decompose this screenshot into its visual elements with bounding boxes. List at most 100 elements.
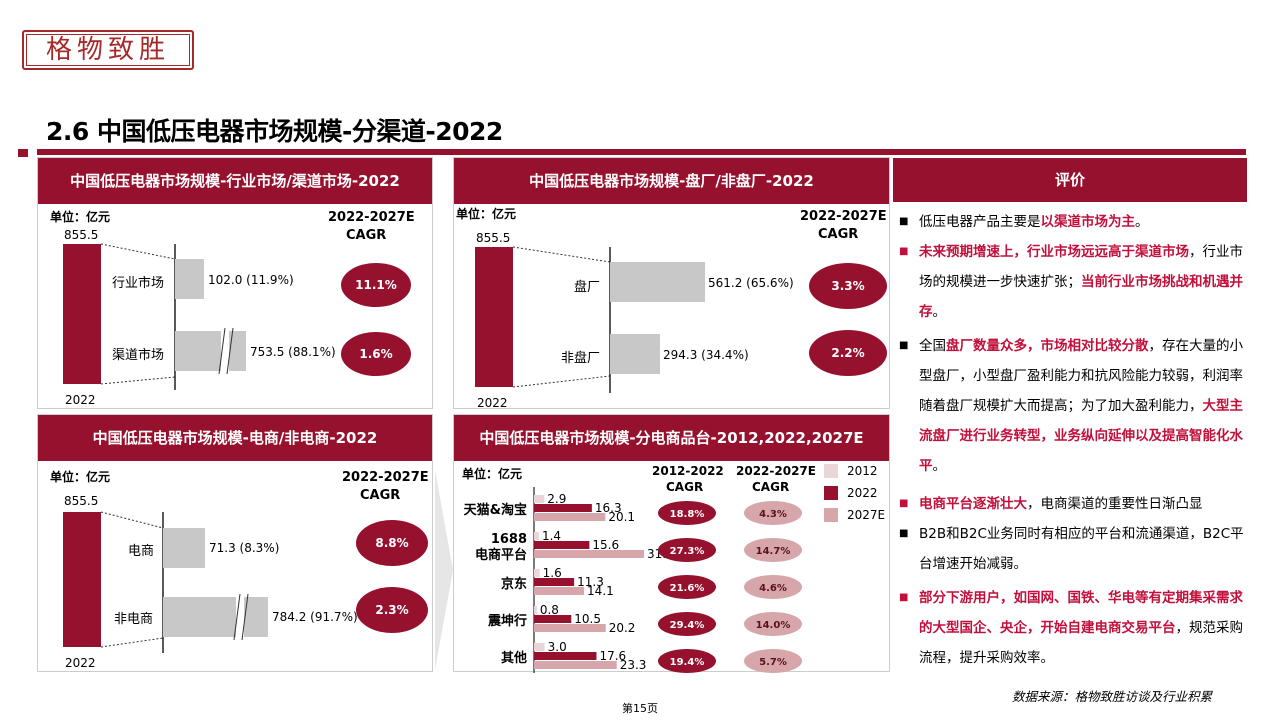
data-label: 14.1: [587, 584, 614, 598]
data-label: 1.4: [542, 529, 561, 543]
bullet-icon: ■: [899, 340, 909, 351]
data-label: 11.3: [577, 575, 604, 589]
title-divider: [18, 149, 28, 157]
bullet-icon: ■: [899, 216, 909, 227]
cagr-badge: 1.6%: [341, 332, 411, 376]
bullet-segment: 以渠道市场为主: [1040, 214, 1136, 230]
bar-2027E: [534, 550, 645, 558]
bullet-icon: ■: [899, 528, 909, 539]
break-mark: [233, 594, 249, 640]
total-bar: [63, 244, 101, 384]
data-label: 15.6: [592, 538, 619, 552]
year-label: 2022: [65, 656, 96, 670]
category-label: 京东: [501, 576, 527, 592]
cagr-value: 14.7%: [756, 546, 791, 557]
comment-bullet: ■ 低压电器产品主要是以渠道市场为主。: [893, 207, 1247, 237]
cagr-value: 4.6%: [759, 583, 787, 594]
cagr-label: 2022-2027E: [736, 464, 816, 478]
bar-non-panel: [610, 334, 660, 374]
legend-label: 2012: [847, 464, 878, 478]
bullet-segment: ，电商渠道的重要性日渐凸显: [1027, 496, 1203, 512]
data-label: 20.2: [609, 621, 636, 635]
logo: 格物致胜: [22, 30, 194, 70]
cagr-badge: [658, 501, 716, 525]
data-label: 16.3: [595, 501, 622, 515]
cagr-badge: [744, 501, 802, 525]
bullet-text: 部分下游用户，如国网、国铁、华电等有定期集采需求的大型国企、央企，开始自建电商交…: [893, 583, 1247, 673]
total-value: 855.5: [476, 231, 511, 245]
row-label: 渠道市场: [112, 348, 165, 363]
cagr-label: 2022-2027E: [328, 210, 415, 225]
data-label: 10.5: [574, 612, 601, 626]
title-divider-line: [37, 149, 1246, 155]
panel-industry-channel: 中国低压电器市场规模-行业市场/渠道市场-2022 单位：亿元 2022-202…: [37, 157, 433, 409]
cagr-badge: 2.2%: [809, 330, 887, 376]
data-label: 23.3: [620, 658, 647, 672]
comment-bullet: ■ 部分下游用户，如国网、国铁、华电等有定期集采需求的大型国企、央企，开始自建电商…: [893, 583, 1247, 673]
row-value: 753.5 (88.1%): [250, 345, 336, 359]
cagr-badge: 11.1%: [341, 263, 411, 307]
unit-label: 单位：亿元: [50, 470, 111, 484]
bar-2012: [534, 495, 545, 503]
year-label: 2022: [65, 393, 96, 407]
bar-ecommerce: [163, 528, 205, 568]
source-note: 数据来源：格物致胜访谈及行业积累: [1012, 689, 1213, 704]
comment-bullet: ■ 电商平台逐渐壮大，电商渠道的重要性日渐凸显: [893, 489, 1247, 519]
data-label: 2.9: [547, 492, 566, 506]
bullet-icon: ■: [899, 246, 909, 257]
bullet-text: B2B和B2C业务同时有相应的平台和流通渠道，B2C平台增速开始减弱。: [893, 519, 1247, 579]
bullet-text: 低压电器产品主要是以渠道市场为主。: [893, 207, 1247, 237]
row-label: 电商: [128, 544, 155, 559]
bar-panel: [610, 262, 705, 302]
cagr-label: 2022-2027E: [800, 209, 887, 224]
cagr-label: CAGR: [752, 480, 790, 494]
legend-label: 2022: [847, 486, 878, 500]
cagr-value: 29.4%: [670, 620, 705, 631]
category-label: 震坤行: [487, 613, 527, 629]
row-value: 102.0 (11.9%): [208, 273, 294, 287]
panel-ecommerce-platforms: 中国低压电器市场规模-分电商品台-2012,2022,2027E 单位：亿元 2…: [453, 414, 890, 673]
bullet-segment: ，规范采购流程，提升采购效率。: [919, 620, 1243, 666]
panel-title: 中国低压电器市场规模-分电商品台-2012,2022,2027E: [454, 415, 889, 461]
bullet-segment: 。: [932, 458, 947, 474]
bar-non-ecommerce: [163, 597, 268, 637]
cagr-badge: 2.3%: [356, 587, 428, 633]
cagr-badge: 8.8%: [356, 520, 428, 566]
panel-title: 中国低压电器市场规模-电商/非电商-2022: [38, 415, 432, 461]
bullet-segment: 。: [1135, 214, 1149, 230]
bullet-segment: 。: [932, 304, 947, 320]
bullet-segment: 低压电器产品主要是: [919, 214, 1041, 230]
panel-panel-builder: 中国低压电器市场规模-盘厂/非盘厂-2022 单位：亿元 2022-2027E …: [453, 157, 890, 410]
data-label: 3.0: [548, 640, 567, 654]
bullet-segment: 电商平台逐渐壮大: [919, 496, 1027, 512]
bullet-text: 电商平台逐渐壮大，电商渠道的重要性日渐凸显: [893, 489, 1247, 519]
comment-bullet: ■ 未来预期增速上，行业市场远远高于渠道市场，行业市场的规模进一步快速扩张；当前行…: [893, 237, 1247, 327]
cagr-label: CAGR: [346, 228, 387, 243]
cagr-badge: 3.3%: [809, 263, 887, 309]
cagr-value: 18.8%: [670, 509, 705, 520]
legend-swatch-2027E: [824, 508, 838, 522]
cagr-label: CAGR: [360, 488, 401, 503]
unit-label: 单位：亿元: [50, 210, 111, 224]
cagr-label: 2022-2027E: [342, 470, 429, 485]
legend-label: 2027E: [847, 508, 886, 522]
row-value: 71.3 (8.3%): [209, 541, 280, 555]
total-value: 855.5: [64, 494, 99, 508]
legend-swatch-2012: [824, 464, 838, 478]
row-label: 非电商: [114, 612, 154, 627]
total-bar: [63, 512, 101, 647]
cagr-badge: [744, 649, 802, 673]
data-label: 17.6: [599, 649, 626, 663]
row-value: 784.2 (91.7%): [272, 610, 358, 624]
bar-2027E: [534, 661, 617, 669]
row-label: 盘厂: [574, 280, 601, 295]
bullet-segment: ，存在大量的小型盘厂，小型盘厂盈利能力和抗风险能力较弱，利润率随着盘厂规模扩大而…: [919, 338, 1243, 414]
cagr-label: 2012-2022: [652, 464, 724, 478]
bullet-text: 未来预期增速上，行业市场远远高于渠道市场，行业市场的规模进一步快速扩张；当前行业…: [893, 237, 1247, 327]
cagr-value: 5.7%: [759, 657, 787, 668]
bullet-segment: 全国: [919, 338, 946, 354]
cagr-label: CAGR: [818, 227, 859, 242]
panel-ecommerce: 中国低压电器市场规模-电商/非电商-2022 单位：亿元 2022-2027E …: [37, 414, 433, 672]
bullet-segment: B2B和B2C业务同时有相应的平台和流通渠道，B2C平台增速开始减弱。: [919, 526, 1244, 572]
